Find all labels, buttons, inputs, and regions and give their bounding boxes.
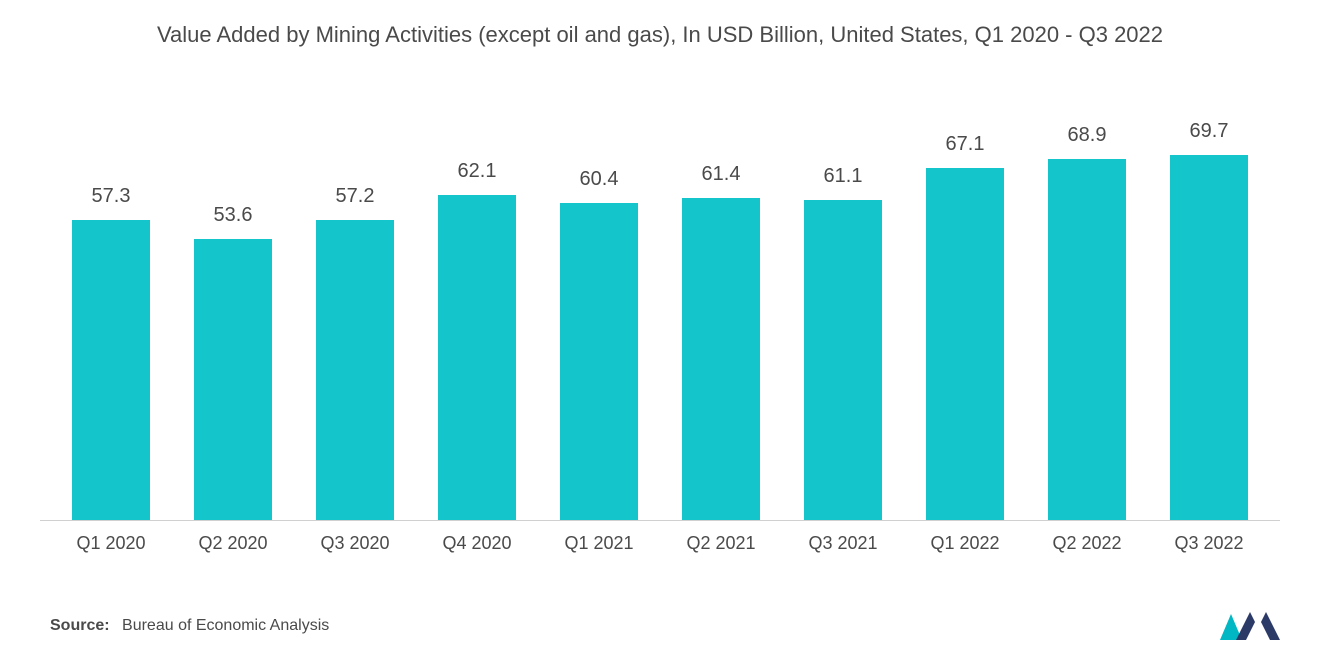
bar-group: 68.9 (1026, 101, 1148, 520)
bar-value-label: 61.1 (824, 165, 863, 188)
xaxis-tick-label: Q1 2020 (50, 533, 172, 554)
xaxis-tick-label: Q3 2020 (294, 533, 416, 554)
bar-value-label: 69.7 (1190, 120, 1229, 143)
source-line: Source: Bureau of Economic Analysis (50, 617, 329, 635)
bar-value-label: 61.4 (702, 163, 741, 186)
xaxis-tick-label: Q2 2020 (172, 533, 294, 554)
bar-value-label: 57.2 (336, 185, 375, 208)
xaxis-labels: Q1 2020Q2 2020Q3 2020Q4 2020Q1 2021Q2 20… (40, 533, 1280, 554)
bar (682, 198, 760, 520)
bar-group: 67.1 (904, 101, 1026, 520)
xaxis-tick-label: Q3 2021 (782, 533, 904, 554)
bar (316, 220, 394, 520)
chart-plot-area: 57.3 53.6 57.2 62.1 60.4 61.4 61.1 67.1 68.9 69.7 (40, 101, 1280, 521)
xaxis-tick-label: Q4 2020 (416, 533, 538, 554)
bar-group: 61.4 (660, 101, 782, 520)
bar (194, 239, 272, 520)
bar-group: 61.1 (782, 101, 904, 520)
bar (1048, 159, 1126, 520)
bar (438, 195, 516, 520)
bars-container: 57.3 53.6 57.2 62.1 60.4 61.4 61.1 67.1 68.9 69.7 (40, 101, 1280, 520)
mordor-logo-icon (1220, 612, 1290, 640)
xaxis-tick-label: Q1 2021 (538, 533, 660, 554)
bar (804, 200, 882, 520)
bar-value-label: 62.1 (458, 160, 497, 183)
bar-group: 62.1 (416, 101, 538, 520)
xaxis-tick-label: Q3 2022 (1148, 533, 1270, 554)
bar-value-label: 67.1 (946, 133, 985, 156)
bar (1170, 155, 1248, 520)
bar (72, 220, 150, 520)
bar-group: 57.3 (50, 101, 172, 520)
bar (926, 168, 1004, 519)
bar-group: 53.6 (172, 101, 294, 520)
xaxis-tick-label: Q1 2022 (904, 533, 1026, 554)
chart-title: Value Added by Mining Activities (except… (110, 20, 1210, 51)
bar-value-label: 57.3 (92, 185, 131, 208)
bar-value-label: 68.9 (1068, 124, 1107, 147)
bar (560, 203, 638, 519)
bar-group: 60.4 (538, 101, 660, 520)
bar-group: 57.2 (294, 101, 416, 520)
chart-footer: Source: Bureau of Economic Analysis (50, 612, 1290, 640)
bar-value-label: 60.4 (580, 168, 619, 191)
source-label: Source: (50, 617, 110, 634)
xaxis-tick-label: Q2 2021 (660, 533, 782, 554)
xaxis-tick-label: Q2 2022 (1026, 533, 1148, 554)
source-value: Bureau of Economic Analysis (122, 617, 329, 634)
bar-value-label: 53.6 (214, 204, 253, 227)
bar-group: 69.7 (1148, 101, 1270, 520)
